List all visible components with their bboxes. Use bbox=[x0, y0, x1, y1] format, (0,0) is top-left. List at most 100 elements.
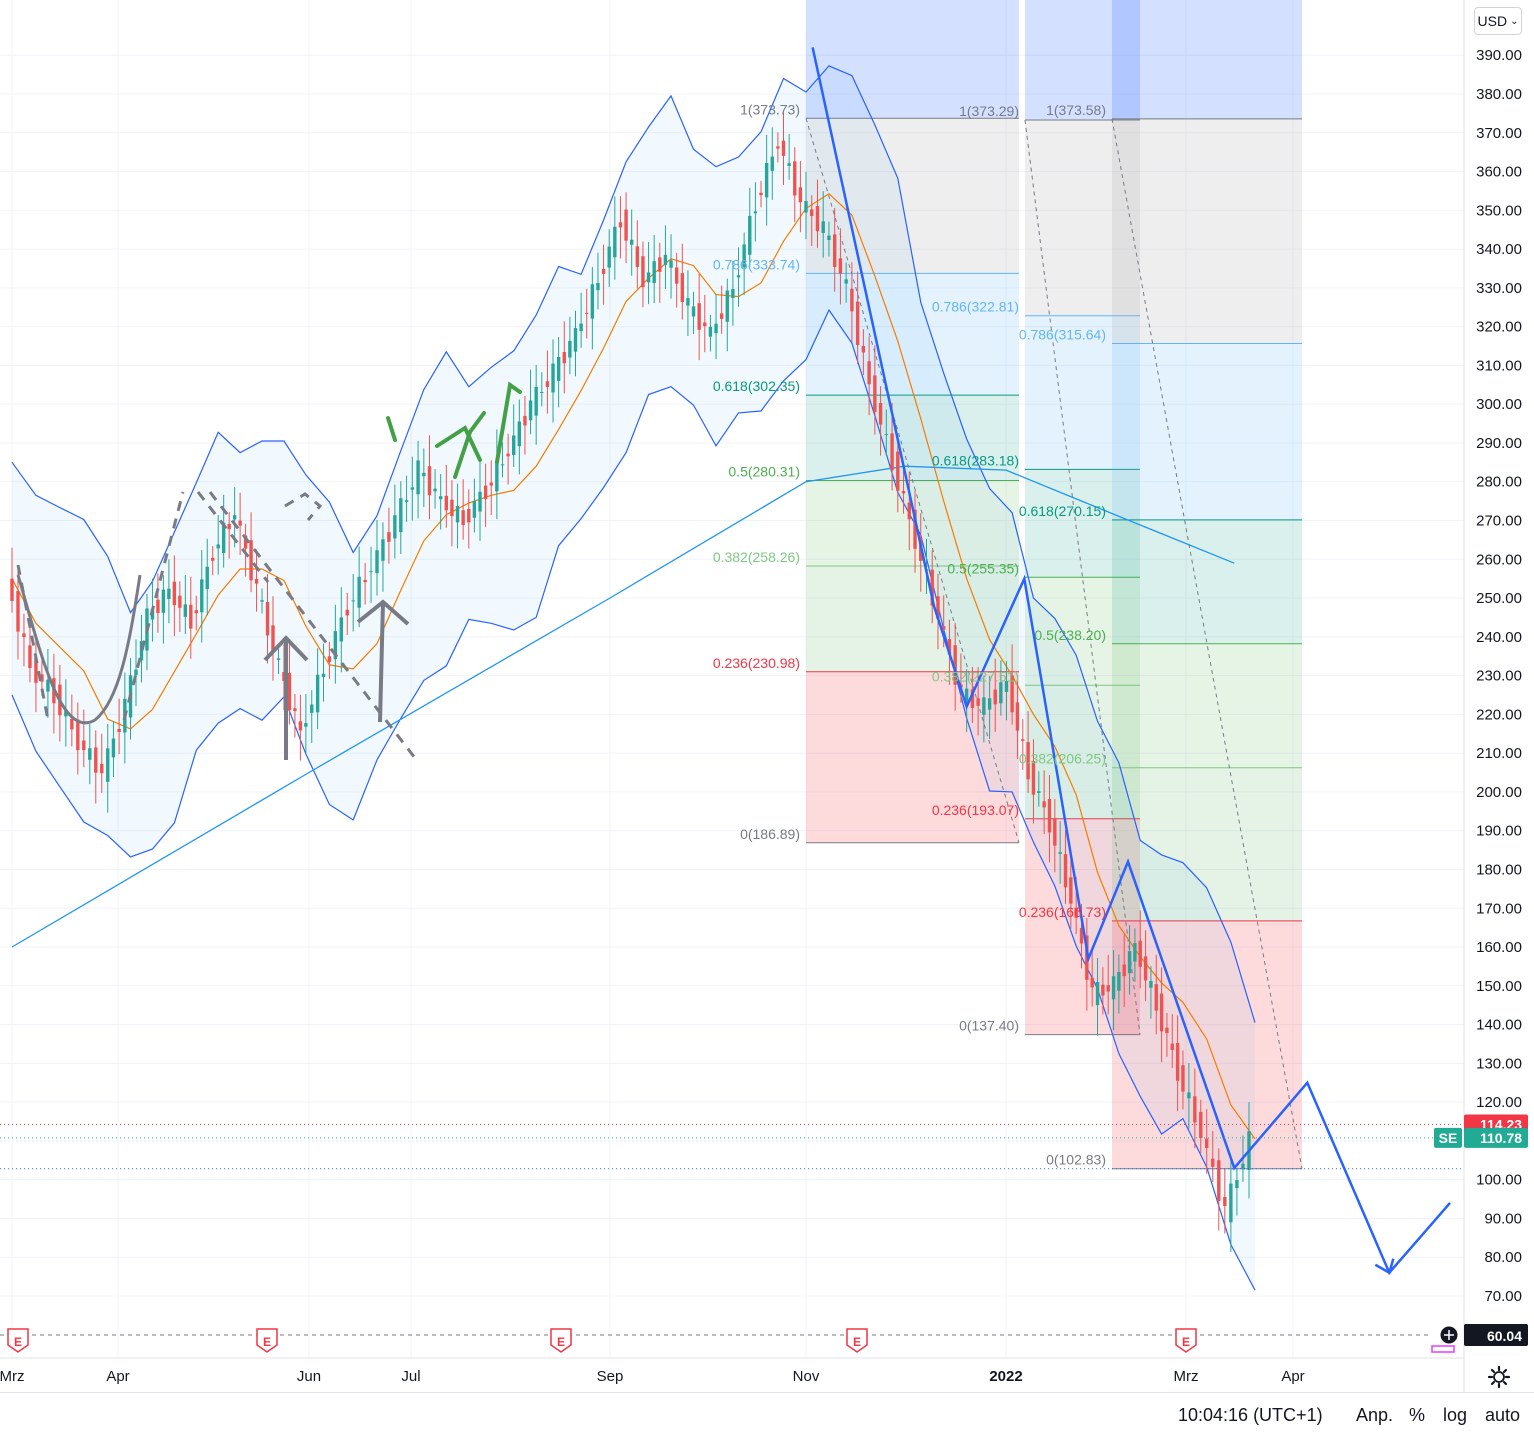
bottom-toolbar: 10:04:16 (UTC+1) Anp. % log auto bbox=[0, 1392, 1534, 1441]
add-alert-icon[interactable] bbox=[1439, 1325, 1459, 1345]
candle-body bbox=[793, 161, 797, 196]
gear-icon[interactable] bbox=[1486, 1364, 1512, 1390]
adjust-toggle[interactable]: Anp. bbox=[1356, 1405, 1394, 1425]
dashed-pattern-drawings[interactable] bbox=[16, 491, 417, 759]
candle-body bbox=[947, 639, 952, 655]
fib-zone[interactable] bbox=[806, 566, 1019, 672]
candle-body bbox=[399, 498, 403, 533]
candle-body bbox=[708, 326, 713, 337]
candle-body bbox=[64, 710, 68, 717]
fib-level-label: 0.5(255.35) bbox=[947, 560, 1019, 576]
fib-zone-extension[interactable] bbox=[806, 0, 1019, 119]
candle-body bbox=[161, 589, 166, 613]
candle-body bbox=[10, 578, 14, 601]
price-tick-label: 240.00 bbox=[1476, 629, 1522, 646]
fib-zone[interactable] bbox=[1112, 767, 1302, 921]
fib-level-label: 0.786(322.81) bbox=[932, 299, 1019, 315]
grey-arrow-drawings[interactable] bbox=[263, 599, 410, 760]
currency-selector[interactable]: USD ⌄ bbox=[1474, 7, 1522, 35]
fib-zone[interactable] bbox=[1112, 118, 1302, 344]
candle-body bbox=[427, 466, 432, 496]
candle-body bbox=[844, 279, 848, 284]
candle-body bbox=[1031, 761, 1036, 795]
price-tick-label: 280.00 bbox=[1476, 474, 1522, 491]
time-tick-label: Mrz bbox=[0, 1368, 25, 1385]
candle-body bbox=[82, 740, 86, 751]
fib-zone[interactable] bbox=[806, 118, 1019, 274]
price-tick-label: 340.00 bbox=[1476, 241, 1522, 258]
earnings-icon[interactable]: E bbox=[1175, 1328, 1197, 1353]
fib-zone[interactable] bbox=[1025, 577, 1140, 686]
candle-body bbox=[433, 488, 437, 492]
earnings-icon[interactable]: E bbox=[256, 1328, 278, 1353]
time-tick-label: Apr bbox=[1281, 1368, 1304, 1385]
candle-body bbox=[211, 557, 215, 561]
candle-body bbox=[810, 209, 814, 217]
time-tick-label: 2022 bbox=[989, 1368, 1022, 1385]
candle-body bbox=[832, 234, 837, 267]
earnings-icon[interactable]: E bbox=[550, 1328, 572, 1353]
percent-toggle[interactable]: % bbox=[1409, 1405, 1426, 1425]
fib-zone[interactable] bbox=[1025, 315, 1140, 470]
candle-body bbox=[106, 748, 110, 782]
candle-body bbox=[930, 569, 934, 606]
fib-zone[interactable] bbox=[806, 480, 1019, 567]
candle-body bbox=[907, 502, 911, 520]
green-zigzag-drawing[interactable] bbox=[386, 381, 522, 479]
candle-body bbox=[249, 540, 253, 581]
fib-zone[interactable] bbox=[1112, 343, 1302, 520]
candle-body bbox=[363, 579, 367, 583]
fib-level-label: 0.618(270.15) bbox=[1019, 503, 1106, 519]
candle-body bbox=[1211, 1158, 1215, 1167]
candle-body bbox=[139, 641, 144, 661]
candle-body bbox=[579, 323, 583, 332]
cup-curve-drawing[interactable] bbox=[16, 574, 142, 725]
candle-body bbox=[680, 273, 684, 303]
fib-level-label: 0(186.89) bbox=[740, 826, 800, 842]
candle-body bbox=[1010, 675, 1014, 713]
candle-body bbox=[467, 508, 471, 523]
earnings-icon[interactable]: E bbox=[7, 1328, 29, 1353]
earnings-icon[interactable]: E bbox=[846, 1328, 868, 1353]
log-toggle[interactable]: log bbox=[1443, 1405, 1468, 1425]
elliott-wave-projection[interactable] bbox=[811, 47, 1451, 1276]
horizontal-price-lines bbox=[0, 1123, 1464, 1336]
candle-body bbox=[28, 645, 32, 669]
clock-readout[interactable]: 10:04:16 (UTC+1) bbox=[1178, 1405, 1323, 1425]
fib-level-label: 0.236(166.73) bbox=[1019, 904, 1106, 920]
candle-body bbox=[1229, 1183, 1233, 1223]
price-tick-label: 80.00 bbox=[1484, 1249, 1522, 1266]
fib-zone-extension[interactable] bbox=[1112, 0, 1302, 119]
candle-body bbox=[287, 672, 292, 711]
user-drawings[interactable] bbox=[16, 47, 1451, 1276]
candle-body bbox=[70, 718, 74, 730]
price-axis[interactable]: 390.00 380.00 370.00 360.00 350.00 340.00 330.… bbox=[1476, 47, 1522, 1305]
candle-body bbox=[838, 258, 843, 274]
price-tick-label: 360.00 bbox=[1476, 164, 1522, 181]
candle-body bbox=[867, 361, 871, 385]
fib-zone[interactable] bbox=[806, 273, 1019, 396]
fib-zone[interactable] bbox=[1112, 643, 1302, 768]
auto-toggle[interactable]: auto bbox=[1485, 1405, 1521, 1425]
candle-body bbox=[1165, 1027, 1169, 1034]
candle-body bbox=[759, 192, 763, 196]
candle-body bbox=[1085, 935, 1089, 980]
fib-zone[interactable] bbox=[1025, 469, 1140, 578]
time-axis[interactable]: Mrz Apr Jun Jul Sep Nov 2022 Mrz Apr bbox=[0, 1368, 1305, 1385]
candle-body bbox=[1122, 964, 1126, 977]
candle-body bbox=[489, 482, 493, 486]
candle-body bbox=[1154, 984, 1158, 1011]
candle-body bbox=[691, 306, 696, 317]
price-chart[interactable]: 1(373.73) 0.786(333.74) 0.618(302.35) 0.5(2… bbox=[0, 0, 1534, 1392]
candle-body bbox=[613, 226, 617, 258]
candle-body bbox=[1138, 940, 1142, 967]
fib-zone[interactable] bbox=[1025, 119, 1140, 316]
candle-body bbox=[410, 487, 415, 490]
price-tick-label: 370.00 bbox=[1476, 125, 1522, 142]
fib-retracement-zones[interactable] bbox=[805, 0, 1303, 1170]
price-tick-label: 180.00 bbox=[1476, 861, 1522, 878]
candle-body bbox=[183, 604, 188, 617]
fib-zone[interactable] bbox=[1112, 519, 1302, 644]
fib-zone-extension[interactable] bbox=[1025, 0, 1140, 120]
